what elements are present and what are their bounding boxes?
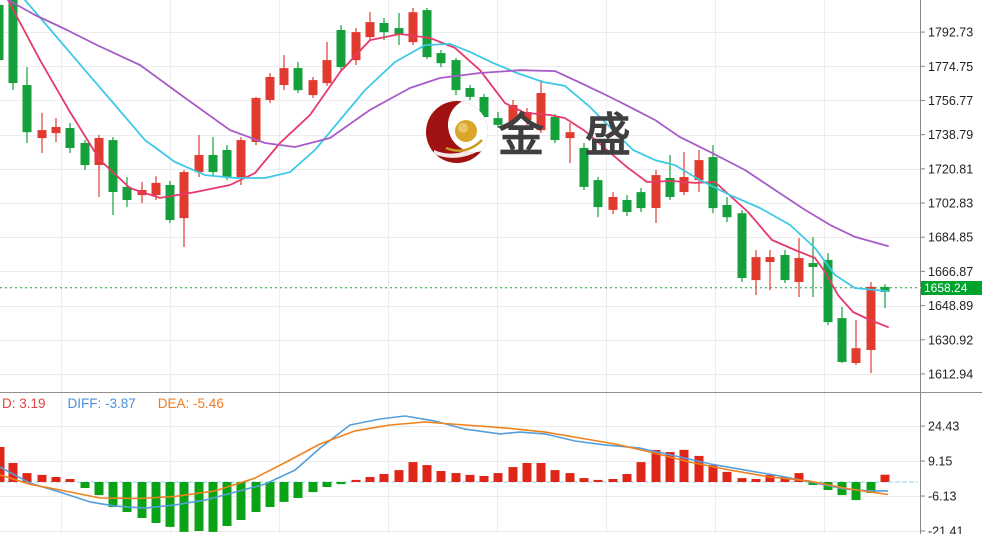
grid-layer (0, 0, 920, 534)
y-axis-tick-label: -21.41 (928, 525, 963, 534)
y-axis-tick-label: 9.15 (928, 455, 952, 469)
dea-value-label: DEA: -5.46 (157, 396, 224, 411)
y-axis-tick-label: 1720.81 (928, 162, 973, 176)
y-axis-tick-label: 1630.92 (928, 333, 973, 347)
macd-lines-layer (0, 415, 889, 509)
y-axis-tick-label: 1702.83 (928, 197, 973, 211)
y-axis-tick-label: 1648.89 (928, 299, 973, 313)
macd-value-label: D: 3.19 (2, 396, 46, 411)
ma-mid (24, 0, 889, 293)
y-axis-tick-label: 1738.79 (928, 128, 973, 142)
indicator-value-labels: D: 3.19 DIFF: -3.87 DEA: -5.46 (2, 396, 224, 411)
y-axis-tick-label: -6.13 (928, 490, 957, 504)
ma-fast (7, 0, 889, 329)
ma-slow (7, 0, 889, 248)
y-axis-tick-label: 1774.75 (928, 60, 973, 74)
macd-histogram (0, 447, 890, 532)
y-axis-tick-label: 1612.94 (928, 367, 973, 381)
diff-line (0, 415, 888, 509)
ma-lines-layer (7, 0, 889, 329)
y-axis-tick-label: 24.43 (928, 420, 959, 434)
diff-value-label: DIFF: -3.87 (67, 396, 136, 411)
y-axis[interactable]: 1792.73 1774.75 1756.77 1738.79 1720.81 1702.… (920, 0, 982, 534)
y-axis-tick-label: 1792.73 (928, 26, 973, 40)
y-axis-tick-label: 1666.87 (928, 265, 973, 279)
dea-line (0, 421, 889, 500)
y-axis-tick-label: 1756.77 (928, 94, 973, 108)
y-axis-tick-label: 1684.85 (928, 231, 973, 245)
last-price-tag: 1658.24 (921, 281, 982, 295)
candlestick-series (0, 0, 890, 374)
